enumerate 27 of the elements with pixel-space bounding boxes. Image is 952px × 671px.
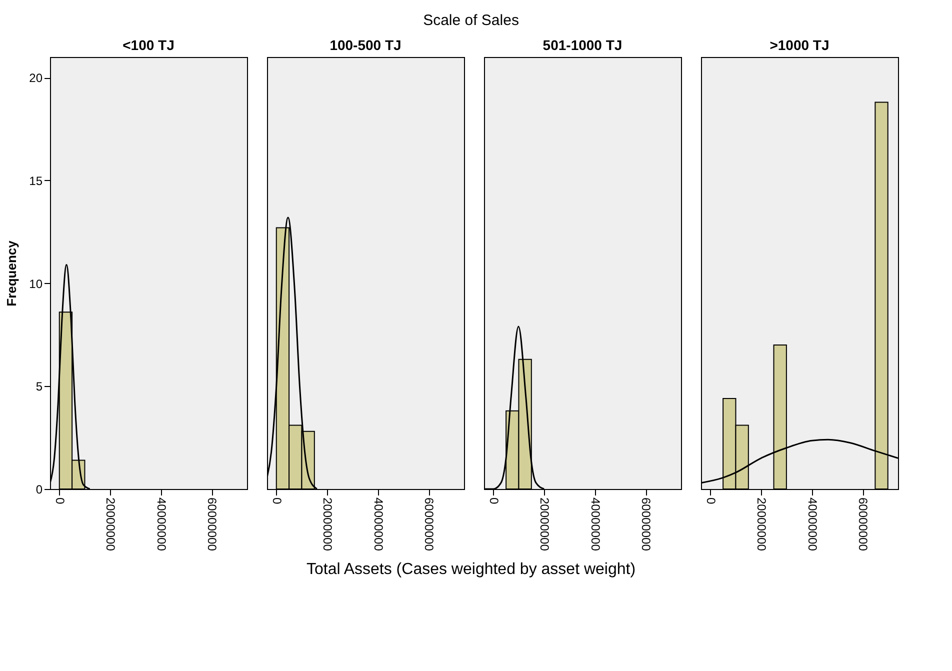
x-tick-label: 60000000 bbox=[205, 498, 220, 552]
text: Scale of Sales bbox=[423, 12, 519, 29]
x-tick-label: 0 bbox=[52, 498, 67, 504]
x-tick-label: 40000000 bbox=[805, 498, 820, 552]
x-tick-label: 40000000 bbox=[154, 498, 168, 552]
y-axis-title: Frequency bbox=[4, 240, 20, 306]
chart-title: 100-500 TJ bbox=[330, 37, 402, 53]
y-tick-label: 10 bbox=[29, 276, 43, 291]
x-tick-label: 60000000 bbox=[639, 498, 654, 552]
x-tick-label: 0 bbox=[486, 498, 501, 504]
chart-title: <100 TJ bbox=[122, 37, 174, 53]
x-tick-label: 0 bbox=[704, 498, 718, 504]
x-tick-label: 20000000 bbox=[538, 498, 552, 552]
chart-title: 501-1000 TJ bbox=[542, 37, 622, 53]
y-tick-label: 15 bbox=[29, 174, 43, 188]
chart-title: >1000 TJ bbox=[770, 37, 830, 53]
x-tick-label: 60000000 bbox=[856, 498, 870, 552]
y-tick-label: 5 bbox=[36, 380, 43, 394]
x-tick-label: 0 bbox=[270, 498, 284, 504]
x-tick-label: 20000000 bbox=[320, 498, 335, 552]
x-tick-label: 60000000 bbox=[422, 498, 436, 552]
text: Total Assets (Cases weighted by asset weight) bbox=[306, 561, 636, 578]
x-tick-label: 40000000 bbox=[588, 498, 602, 552]
x-tick-label: 20000000 bbox=[754, 498, 769, 552]
x-tick-label: 40000000 bbox=[371, 498, 386, 552]
y-tick-label: 20 bbox=[29, 71, 43, 86]
x-tick-label: 20000000 bbox=[104, 498, 118, 552]
